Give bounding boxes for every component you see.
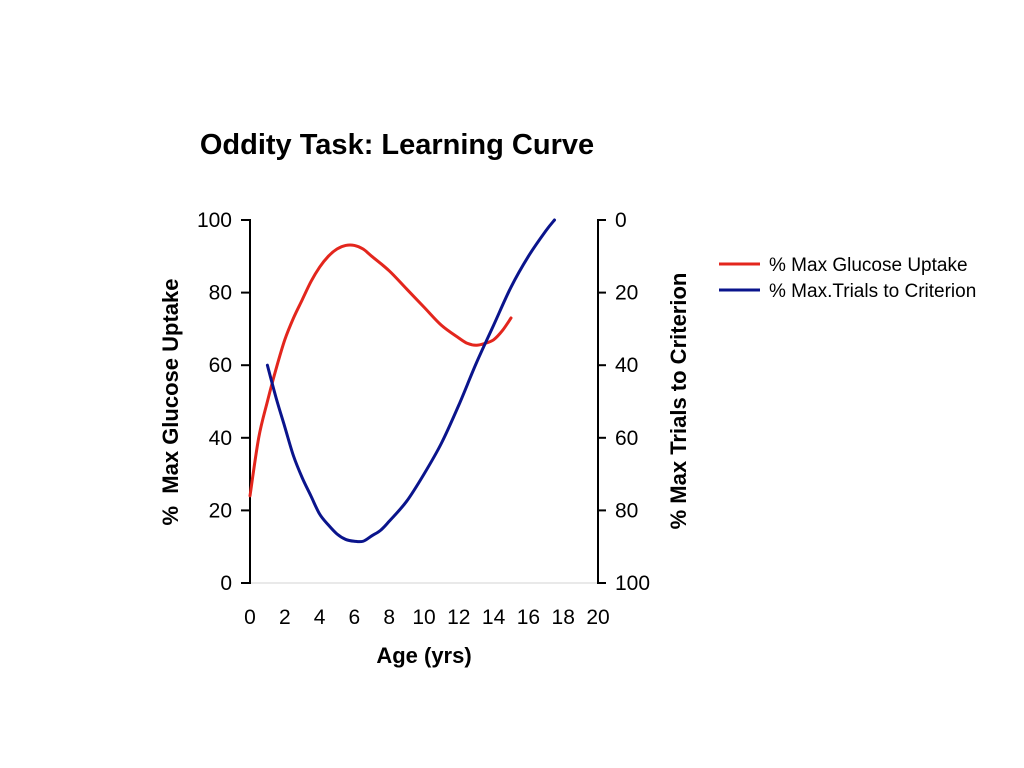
y-left-tick-label: 40	[209, 427, 232, 450]
y-axis-left-title: % Max Glucose Uptake	[158, 279, 183, 526]
x-tick-label: 0	[244, 606, 256, 629]
x-tick-label: 10	[412, 606, 435, 629]
y-axis-right-title: % Max Trials to Criterion	[666, 273, 691, 530]
x-tick-label: 2	[279, 606, 291, 629]
y-right-tick-label: 60	[615, 427, 638, 450]
series-line-max-glucose-uptake	[248, 243, 513, 498]
x-tick-label: 14	[482, 606, 506, 629]
y-left-tick-label: 80	[209, 282, 232, 305]
chart-title: Oddity Task: Learning Curve	[200, 129, 594, 161]
y-left-tick-label: 20	[209, 499, 232, 522]
y-left-tick-label: 60	[209, 354, 232, 377]
y-left-tick-label: 0	[220, 572, 232, 595]
x-tick-label: 4	[314, 606, 326, 629]
x-tick-label: 18	[552, 606, 575, 629]
legend-label-glucose-uptake: % Max Glucose Uptake	[769, 255, 968, 276]
y-right-tick-label: 40	[615, 354, 638, 377]
x-tick-label: 8	[383, 606, 395, 629]
series-line-max-trials-to-criterion	[265, 218, 556, 544]
series-layer	[248, 218, 556, 544]
legend-entry-glucose-uptake: % Max Glucose Uptake	[719, 255, 968, 276]
y-right-tick-label: 0	[615, 209, 627, 232]
x-tick-label: 12	[447, 606, 470, 629]
y-right-tick-label: 100	[615, 572, 650, 595]
x-tick-label: 20	[586, 606, 609, 629]
legend-label-trials-to-criterion: % Max.Trials to Criterion	[769, 281, 976, 302]
x-tick-label: 16	[517, 606, 540, 629]
y-left-tick-label: 100	[197, 209, 232, 232]
x-axis-title: Age (yrs)	[376, 643, 471, 668]
legend: % Max Glucose Uptake % Max.Trials to Cri…	[719, 255, 976, 302]
y-right-tick-label: 80	[615, 499, 638, 522]
y-right-tick-label: 20	[615, 282, 638, 305]
legend-entry-trials-to-criterion: % Max.Trials to Criterion	[719, 281, 976, 302]
x-tick-label: 6	[349, 606, 361, 629]
plot-axes	[249, 219, 599, 584]
